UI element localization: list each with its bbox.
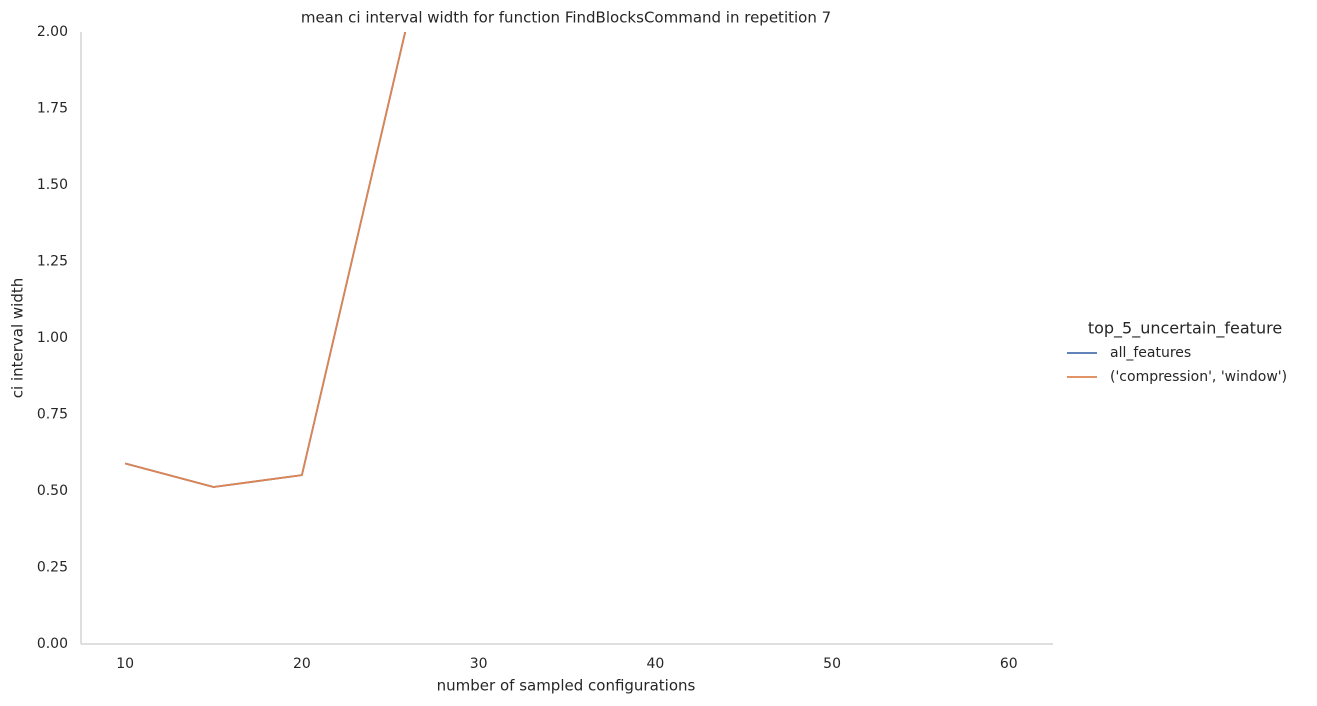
x-tick-label: 50 xyxy=(823,656,841,672)
legend-title: top_5_uncertain_feature xyxy=(1088,319,1282,339)
chart-title: mean ci interval width for function Find… xyxy=(301,9,831,27)
y-tick-label: 1.50 xyxy=(37,177,68,193)
legend-label: ('compression', 'window') xyxy=(1110,369,1287,385)
y-tick-label: 1.75 xyxy=(37,101,68,117)
x-tick-label: 40 xyxy=(646,656,664,672)
y-axis-label: ci interval width xyxy=(9,278,27,398)
x-axis-label: number of sampled configurations xyxy=(437,677,696,695)
legend-label: all_features xyxy=(1110,345,1191,361)
x-tick-label: 10 xyxy=(116,656,134,672)
series-line xyxy=(124,32,407,488)
y-tick-label: 1.00 xyxy=(37,330,68,346)
y-tick-label: 0.50 xyxy=(37,483,68,499)
x-tick-label: 20 xyxy=(293,656,311,672)
y-tick-label: 2.00 xyxy=(37,24,68,40)
series-line xyxy=(124,32,407,488)
y-tick-label: 0.00 xyxy=(37,636,68,652)
x-tick-label: 60 xyxy=(1000,656,1018,672)
x-tick-label: 30 xyxy=(470,656,488,672)
y-tick-label: 1.25 xyxy=(37,254,68,270)
plot-area xyxy=(124,32,407,488)
y-tick-label: 0.75 xyxy=(37,407,68,423)
y-tick-label: 0.25 xyxy=(37,560,68,576)
